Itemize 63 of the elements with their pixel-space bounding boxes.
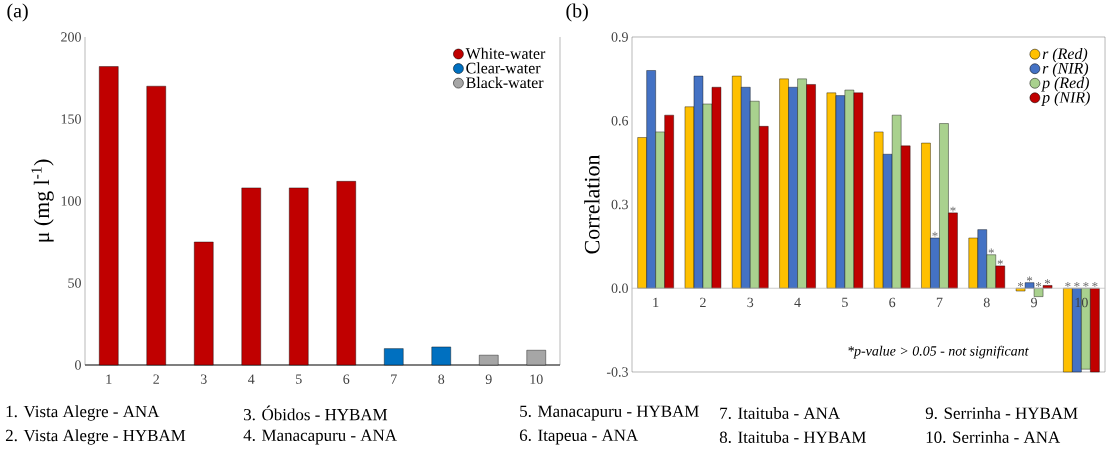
y-tick-label: 200 xyxy=(61,32,81,42)
x-tick-label: 8 xyxy=(438,374,445,384)
x-tick-label: 2 xyxy=(153,374,159,384)
y-tick-label: 0 xyxy=(75,360,81,370)
text: 4. Manacapuru - ANA xyxy=(243,429,397,445)
legend-label: r (Red) xyxy=(1042,47,1088,63)
legend-label: Black-water xyxy=(466,76,544,89)
y-axis-title: μ (mg l$^{-1}$) xyxy=(31,159,54,242)
x-tick-label: 7 xyxy=(936,297,943,307)
text: 2. Vista Alegre - HYBAM xyxy=(5,429,186,445)
chart-title: (b) xyxy=(566,3,588,22)
y-tick-label: 0.3 xyxy=(611,199,628,210)
x-tick-label: 3 xyxy=(747,297,754,308)
x-tick-label: 9 xyxy=(1031,297,1037,308)
x-tick-label: 9 xyxy=(485,374,492,384)
x-tick-label: 4 xyxy=(248,374,255,384)
text: 3. Óbidos - HYBAM xyxy=(244,405,388,421)
annotation: * xyxy=(988,248,994,254)
annotation: * xyxy=(1044,279,1051,285)
text: 6. Itapeua - ANA xyxy=(519,429,639,445)
x-tick-label: 1 xyxy=(653,297,659,307)
y-tick-label: 0.6 xyxy=(611,116,629,126)
x-tick-label: 6 xyxy=(343,374,350,384)
annotation: * xyxy=(1065,282,1071,287)
annotation: * xyxy=(1017,282,1024,287)
text: 8. Itaituba - HYBAM xyxy=(719,431,866,443)
annotation: * xyxy=(1083,282,1089,287)
text: 5. Manacapuru - HYBAM xyxy=(520,405,699,421)
x-tick-label: 10 xyxy=(530,374,543,384)
x-tick-label: 2 xyxy=(700,297,706,307)
x-tick-label: 5 xyxy=(296,374,302,384)
annotation: * xyxy=(997,259,1003,265)
text: 1. Vista Alegre - ANA xyxy=(6,405,160,421)
legend-label: Clear-water xyxy=(466,62,541,74)
y-tick-label: 0.9 xyxy=(611,32,628,42)
y-axis-title: Correlation xyxy=(584,154,600,254)
y-tick-label: -0.3 xyxy=(606,367,628,377)
x-tick-label: 1 xyxy=(106,374,112,384)
annotation: * xyxy=(950,206,956,212)
annotation: * xyxy=(1035,282,1042,287)
text: 10. Serrinha - ANA xyxy=(926,431,1061,443)
x-tick-label: 7 xyxy=(391,374,397,384)
x-tick-label: 8 xyxy=(983,297,990,308)
x-tick-label: 4 xyxy=(794,297,801,307)
x-tick-label: 5 xyxy=(842,297,848,308)
legend-label: White-water xyxy=(465,47,546,60)
text: 9. Serrinha - HYBAM xyxy=(925,407,1078,419)
legend-label: p (Red) xyxy=(1041,76,1089,92)
text: 7. Itaituba - ANA xyxy=(720,407,840,419)
annotation: * xyxy=(932,231,938,237)
legend-label: r (NIR) xyxy=(1042,62,1089,77)
chart-title: (a) xyxy=(7,3,28,22)
annotation: *p-value > 0.05 - not significant xyxy=(848,345,1029,359)
x-tick-label: 6 xyxy=(889,297,896,308)
y-tick-label: 100 xyxy=(61,196,81,206)
y-tick-label: 150 xyxy=(61,114,81,124)
y-tick-label: 50 xyxy=(68,278,81,288)
legend-label: p (NIR) xyxy=(1041,91,1090,106)
annotation: * xyxy=(1074,282,1080,287)
annotation: * xyxy=(1026,276,1033,282)
y-tick-label: 0.0 xyxy=(611,283,628,293)
annotation: * xyxy=(1092,282,1098,287)
x-tick-label: 3 xyxy=(200,374,207,384)
